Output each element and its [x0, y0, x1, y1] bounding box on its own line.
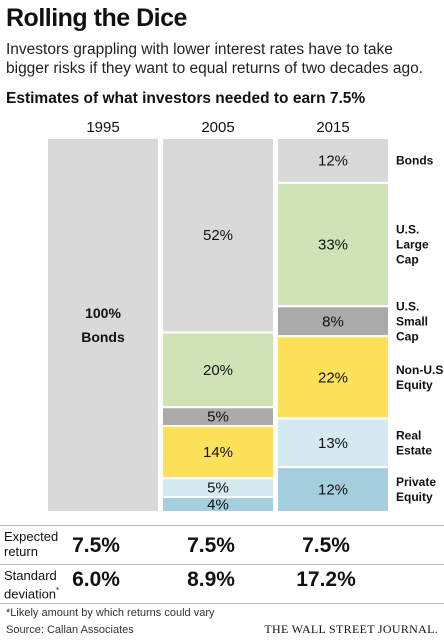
bar-2015-private-equity — [276, 466, 390, 513]
chart-heading: Estimates of what investors needed to ea… — [6, 90, 366, 107]
stdev-footnote-mark: * — [56, 586, 60, 595]
bar-2015-u-s-small-cap — [276, 305, 390, 338]
data-label-2005-u-s-large-cap: 20% — [203, 362, 233, 379]
legend-non-u-s-equity: Non-U.S. Equity — [396, 363, 444, 392]
data-label-2005-private-equity: 4% — [207, 497, 229, 514]
stdev-2005: 8.9% — [187, 568, 235, 591]
data-label-1995-bonds: 100% Bonds — [81, 305, 125, 345]
data-label-2015-real-estate: 13% — [318, 435, 348, 452]
expected-return-2005: 7.5% — [187, 534, 235, 557]
bar-2015-u-s-large-cap — [276, 181, 390, 308]
legend-u-s-large-cap: U.S. Large Cap — [396, 223, 429, 267]
year-label-1995: 1995 — [86, 119, 119, 136]
data-label-2015-bonds: 12% — [318, 152, 348, 169]
data-label-2005-real-estate: 5% — [207, 480, 229, 497]
standard-deviation-label: Standard deviation* — [4, 568, 60, 602]
publisher-logo: THE WALL STREET JOURNAL. — [264, 622, 438, 636]
data-label-2005-bonds: 52% — [203, 227, 233, 244]
legend-private-equity: Private Equity — [396, 475, 436, 504]
bar-2015-bonds — [276, 137, 390, 184]
data-label-2015-u-s-small-cap: 8% — [322, 313, 344, 330]
bar-2005-non-u-s-equity — [161, 424, 275, 480]
source-credit: Source: Callan Associates — [6, 624, 134, 636]
data-label-2015-u-s-large-cap: 33% — [318, 237, 348, 254]
bar-2005-bonds — [161, 137, 275, 334]
legend-u-s-small-cap: U.S. Small Cap — [396, 299, 428, 343]
stdev-2015: 17.2% — [296, 568, 356, 591]
stats-divider-top — [0, 525, 444, 526]
year-label-2005: 2005 — [201, 119, 234, 136]
bar-2005-private-equity — [161, 496, 275, 514]
expected-return-label: Expected return — [4, 529, 59, 559]
data-label-2005-u-s-small-cap: 5% — [207, 409, 229, 426]
data-label-2015-non-u-s-equity: 22% — [318, 369, 348, 386]
year-label-2015: 2015 — [316, 119, 349, 136]
stats-divider-bottom — [0, 603, 444, 604]
bar-2005-u-s-large-cap — [161, 331, 275, 409]
legend-real-estate: Real Estate — [396, 428, 432, 457]
expected-return-2015: 7.5% — [302, 534, 350, 557]
chart-title: Rolling the Dice — [6, 4, 187, 32]
chart-subtitle: Investors grappling with lower interest … — [6, 41, 424, 77]
stats-divider-middle — [0, 564, 444, 565]
stdev-1995: 6.0% — [72, 568, 120, 591]
expected-return-1995: 7.5% — [72, 534, 120, 557]
bar-2015-real-estate — [276, 417, 390, 469]
footnote: *Likely amount by which returns could va… — [6, 607, 215, 619]
data-label-2005-non-u-s-equity: 14% — [203, 444, 233, 461]
legend-bonds: Bonds — [396, 153, 434, 167]
bar-1995-bonds — [46, 137, 160, 513]
data-label-2015-private-equity: 12% — [318, 482, 348, 499]
